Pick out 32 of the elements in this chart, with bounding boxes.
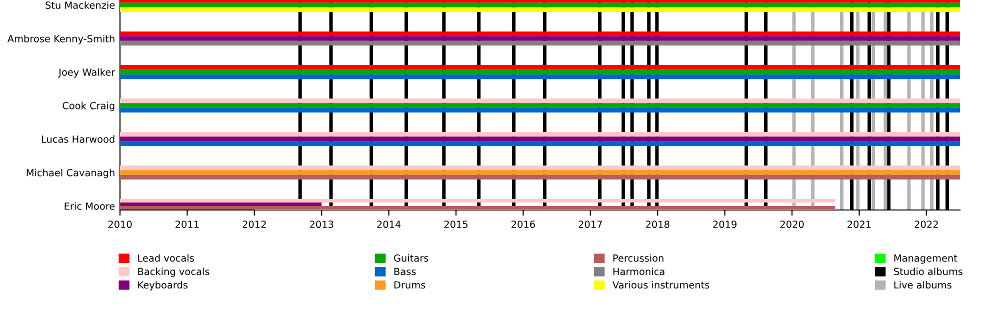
y-tick-label: Cook Craig (62, 102, 114, 112)
x-tick-label: 2013 (310, 220, 334, 228)
x-tick-label: 2011 (176, 220, 199, 228)
legend-label: Various instruments (612, 281, 710, 289)
legend-label: Management (894, 254, 958, 264)
legend-label: Percussion (613, 254, 664, 262)
y-tick-label: Lucas Harwood (42, 135, 114, 143)
x-tick-label: 2022 (914, 220, 938, 228)
legend-label: Backing vocals (138, 268, 210, 278)
x-tick-label: 2018 (646, 220, 670, 228)
x-tick-label: 2020 (780, 220, 804, 228)
legend-label: Drums (394, 281, 426, 289)
x-tick-label: 2016 (512, 220, 535, 228)
y-tick-label: Eric Moore (64, 202, 115, 210)
legend-label: Keyboards (138, 281, 188, 290)
x-tick-label: 2019 (713, 220, 736, 228)
legend-label: Guitars (394, 254, 428, 262)
legend-label: Lead vocals (138, 254, 194, 262)
y-tick-label: Michael Cavanagh (26, 168, 114, 178)
x-tick-label: 2012 (242, 220, 266, 228)
x-tick-label: 2021 (848, 220, 871, 228)
y-tick-label: Joey Walker (58, 68, 116, 78)
x-tick-label: 2017 (578, 220, 602, 228)
x-tick-label: 2010 (108, 220, 132, 228)
legend-label: Bass (394, 268, 416, 276)
x-tick-label: 2014 (377, 220, 401, 228)
legend-label: Harmonica (613, 268, 664, 276)
y-tick-label: Stu Mackenzie (46, 1, 115, 9)
y-tick-label: Ambrose Kenny-Smith (7, 34, 114, 44)
legend-label: Studio albums (894, 268, 963, 276)
x-tick-label: 2015 (444, 220, 468, 228)
legend-label: Live albums (894, 281, 952, 289)
